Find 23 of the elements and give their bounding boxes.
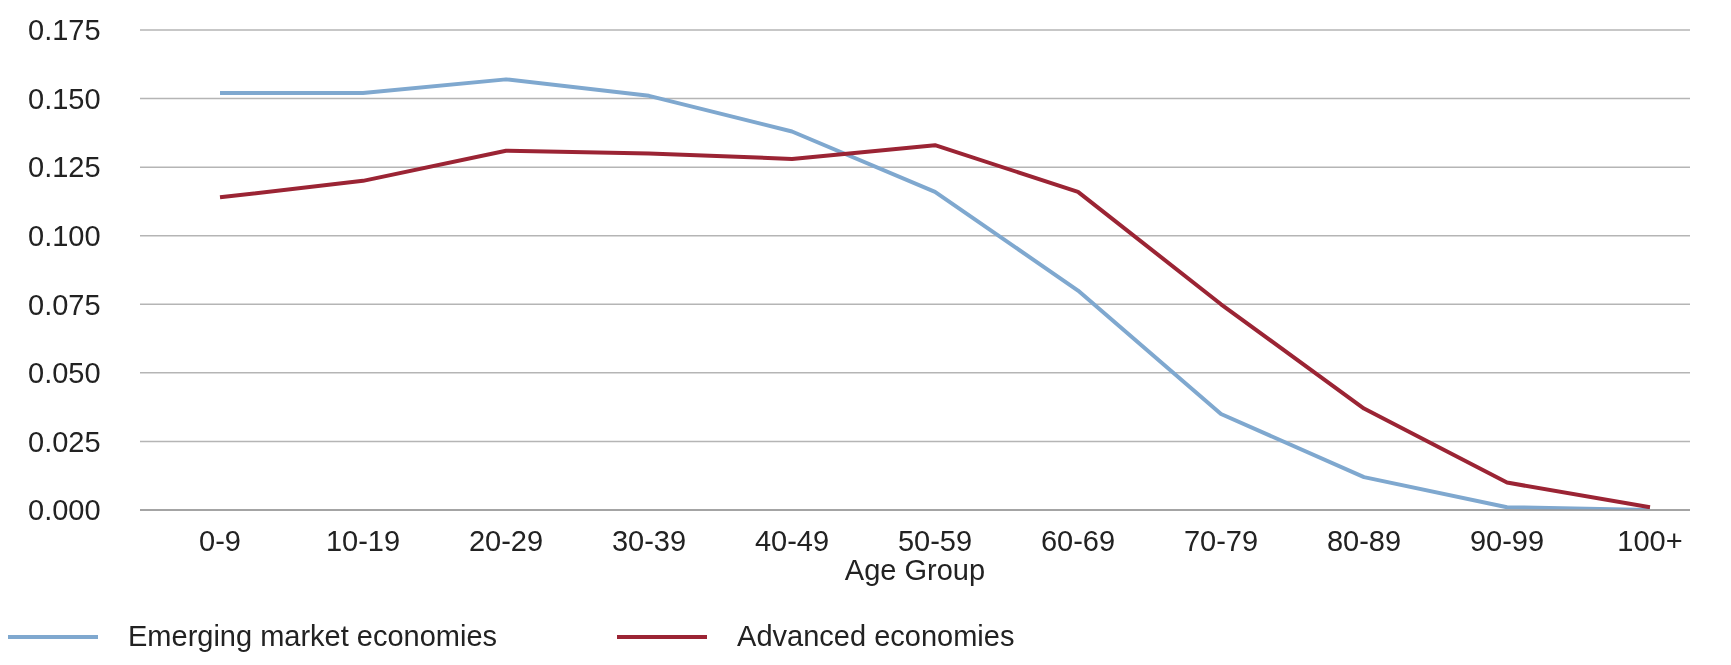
x-tick-label: 70-79 <box>1183 524 1259 557</box>
x-tick-label: 50-59 <box>897 524 973 557</box>
legend-label: Emerging market economies <box>128 620 498 653</box>
x-tick-label: 100+ <box>1617 524 1683 557</box>
x-tick-label: 90-99 <box>1469 524 1545 557</box>
x-tick-label: 0-9 <box>199 524 241 557</box>
y-tick-label: 0.100 <box>28 220 101 253</box>
x-tick-label: 40-49 <box>754 524 830 557</box>
x-tick-label: 10-19 <box>325 524 401 557</box>
x-tick-label: 80-89 <box>1326 524 1402 557</box>
x-tick-label: 30-39 <box>611 524 687 557</box>
x-tick-label: 20-29 <box>468 524 544 557</box>
y-tick-label: 0.150 <box>28 82 101 115</box>
y-tick-label: 0.075 <box>28 288 101 321</box>
y-tick-label: 0.000 <box>28 494 101 527</box>
x-axis-title: Age Group <box>844 554 986 586</box>
legend-label: Advanced economies <box>737 620 1015 653</box>
y-tick-label: 0.125 <box>28 151 101 184</box>
y-tick-label: 0.050 <box>28 357 101 390</box>
x-tick-label: 60-69 <box>1040 524 1116 557</box>
y-tick-label: 0.025 <box>28 425 101 458</box>
y-tick-label: 0.175 <box>28 14 101 47</box>
line-series <box>218 143 1652 510</box>
